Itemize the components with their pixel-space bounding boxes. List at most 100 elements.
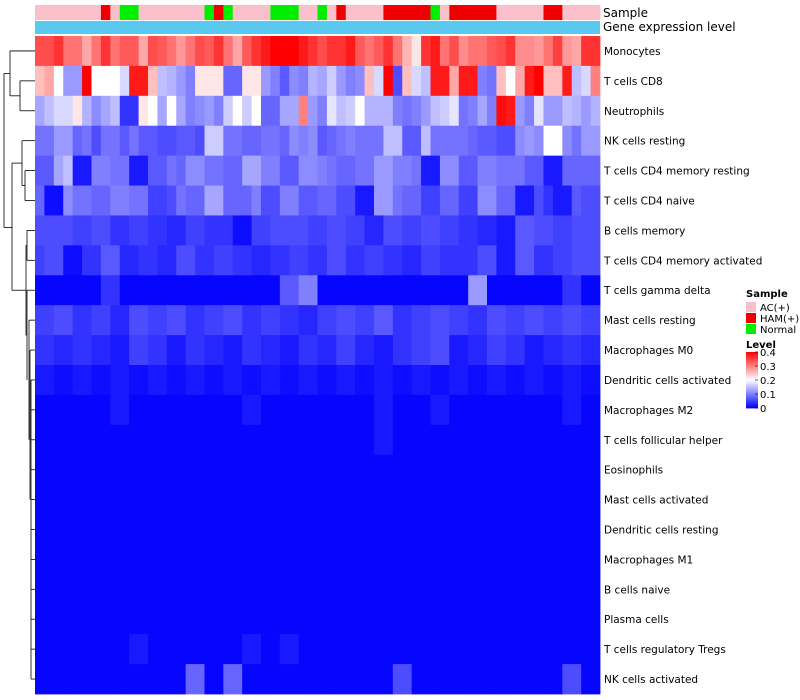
row-label: NK cells activated <box>604 674 698 686</box>
heatmap-cell <box>571 215 582 246</box>
sample-track-cell <box>166 5 177 20</box>
heatmap-cell <box>571 574 582 605</box>
heatmap-cell <box>44 664 55 695</box>
heatmap-cell <box>571 634 582 665</box>
heatmap-cell <box>270 424 281 456</box>
heatmap-cell <box>317 215 328 246</box>
heatmap-cell <box>251 125 262 157</box>
heatmap-cell <box>402 215 413 246</box>
row-label: Dendritic cells activated <box>604 375 731 387</box>
heatmap-cell <box>232 125 243 157</box>
heatmap-cell <box>204 65 215 97</box>
heatmap-cell <box>63 155 74 186</box>
level-gradient-step <box>746 375 758 378</box>
heatmap-cell <box>213 424 224 456</box>
heatmap-cell <box>364 514 375 545</box>
heatmap-cell <box>374 484 384 515</box>
heatmap-cell <box>458 335 469 366</box>
heatmap-cell <box>289 484 300 515</box>
heatmap-cell <box>119 574 130 605</box>
sample-track-cell <box>138 5 149 20</box>
heatmap-cell <box>487 125 497 157</box>
heatmap-cell <box>439 394 450 426</box>
heatmap-cell <box>355 36 365 67</box>
heatmap-cell <box>270 454 281 486</box>
heatmap-cell <box>458 185 469 216</box>
heatmap-cell <box>185 365 196 396</box>
heatmap-cell <box>166 604 177 635</box>
level-gradient-step <box>746 399 758 402</box>
sample-track-cell <box>430 5 441 20</box>
heatmap-cell <box>430 514 441 545</box>
heatmap-cell <box>543 454 554 486</box>
sample-track-cell <box>487 5 497 20</box>
heatmap-cell <box>63 514 74 545</box>
heatmap-cell <box>100 65 111 97</box>
heatmap-cell <box>157 185 168 216</box>
row-label: Neutrophils <box>604 106 664 118</box>
heatmap-cell <box>148 65 158 97</box>
heatmap-cell <box>552 185 563 216</box>
heatmap-cell <box>72 125 83 157</box>
row-label: Monocytes <box>604 46 661 58</box>
heatmap-cell <box>524 185 535 216</box>
heatmap-cell <box>204 125 215 157</box>
heatmap-cell <box>468 155 478 186</box>
heatmap-cell <box>223 424 234 456</box>
heatmap-cell <box>515 125 526 157</box>
heatmap-cell <box>326 245 337 276</box>
heatmap-cell <box>298 335 309 366</box>
heatmap-cell <box>63 454 74 486</box>
heatmap-cell <box>308 245 318 276</box>
heatmap-cell <box>439 604 450 635</box>
row-label: Plasma cells <box>604 614 669 626</box>
heatmap-cell <box>166 36 177 67</box>
heatmap-cell <box>487 95 497 127</box>
heatmap-cell <box>411 215 422 246</box>
heatmap-cell <box>355 335 365 366</box>
heatmap-cell <box>44 454 55 486</box>
sample-track-cell <box>119 5 130 20</box>
heatmap-cell <box>590 604 601 635</box>
heatmap-cell <box>421 245 431 276</box>
heatmap-cell <box>242 275 252 306</box>
heatmap-cell <box>496 424 507 456</box>
heatmap-cell <box>562 95 573 127</box>
heatmap-cell <box>468 36 478 67</box>
sample-track-cell <box>195 5 205 20</box>
heatmap-cell <box>345 155 356 186</box>
heatmap-cell <box>496 155 507 186</box>
heatmap-cell <box>439 484 450 515</box>
sample-track-cell <box>515 5 526 20</box>
heatmap-cell <box>345 215 356 246</box>
heatmap-cell <box>534 664 544 695</box>
heatmap-cell <box>477 424 488 456</box>
heatmap-cell <box>449 424 460 456</box>
heatmap-cell <box>44 335 55 366</box>
heatmap-cell <box>195 65 205 97</box>
heatmap-cell <box>138 305 149 336</box>
sample-track-cell <box>148 5 158 20</box>
heatmap-cell <box>110 365 121 396</box>
heatmap-cell <box>53 484 64 515</box>
heatmap-cell <box>543 574 554 605</box>
heatmap-cell <box>515 424 526 456</box>
heatmap-cell <box>326 185 337 216</box>
heatmap-cell <box>477 634 488 665</box>
heatmap-cell <box>138 454 149 486</box>
heatmap-cell <box>35 36 45 67</box>
sample-legend-title: Sample <box>746 289 788 300</box>
heatmap-cell <box>543 664 554 695</box>
heatmap-cell <box>82 484 92 515</box>
heatmap-cell <box>402 604 413 635</box>
heatmap-cell <box>91 65 102 97</box>
heatmap-cell <box>402 484 413 515</box>
heatmap-cell <box>392 95 403 127</box>
heatmap-cell <box>458 215 469 246</box>
heatmap-cell <box>308 215 318 246</box>
heatmap-cell <box>251 305 262 336</box>
heatmap-cell <box>458 604 469 635</box>
level-gradient-step <box>746 392 758 395</box>
heatmap-cell <box>129 514 139 545</box>
heatmap-cell <box>138 275 149 306</box>
